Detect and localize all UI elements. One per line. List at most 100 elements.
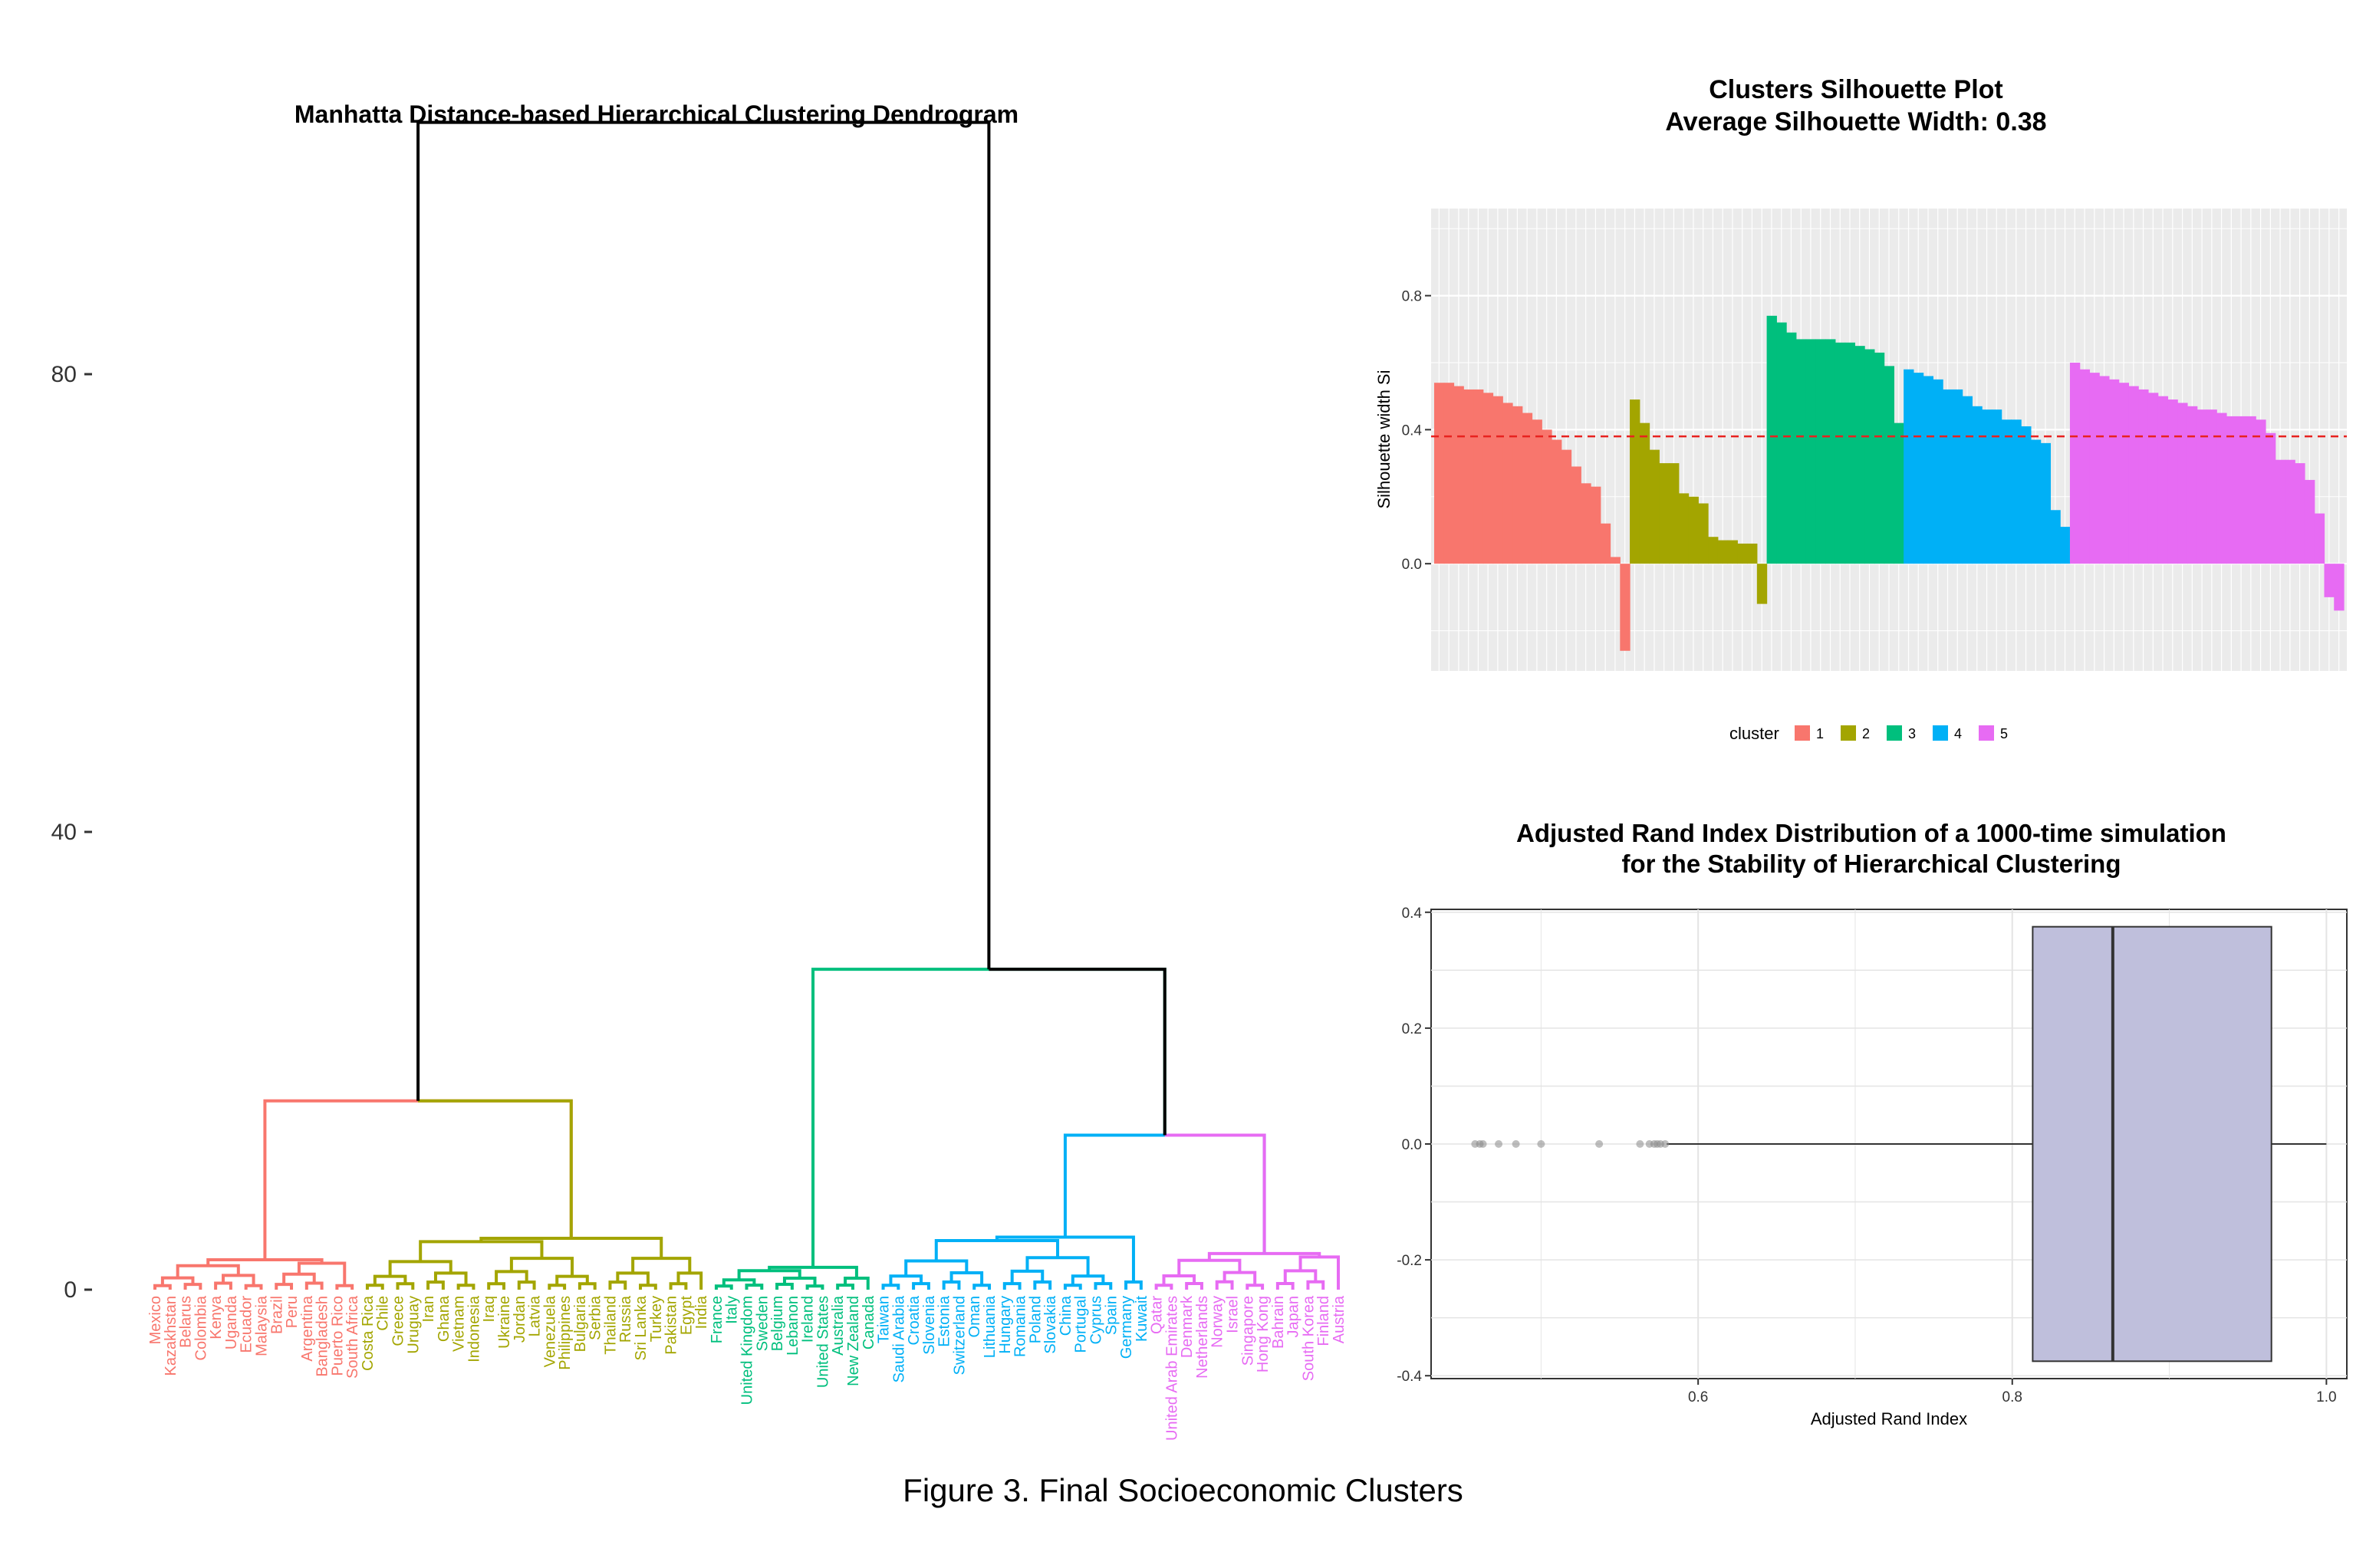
silhouette-bar	[2334, 564, 2345, 611]
legend-label: 5	[2000, 726, 2008, 741]
leaf-label: Iran	[420, 1296, 437, 1322]
silhouette-bar	[1913, 373, 1924, 564]
leaf-label: New Zealand	[845, 1296, 862, 1386]
dendrogram-link	[509, 1257, 574, 1277]
silhouette-bar	[2157, 396, 2169, 564]
dendrogram-link	[1283, 1269, 1318, 1284]
leaf-label: France	[709, 1296, 726, 1343]
dendrogram-link	[972, 1284, 992, 1290]
silhouette-bar	[1698, 503, 1709, 564]
leaf-label: India	[693, 1295, 710, 1329]
leaf-label: Uganda	[223, 1295, 240, 1349]
silhouette-bar	[1659, 463, 1670, 564]
leaf-label: Mexico	[147, 1296, 164, 1344]
silhouette-bar	[1600, 523, 1611, 564]
silhouette-bar	[1639, 422, 1650, 564]
silhouette-bar	[2079, 369, 2091, 564]
silhouette-bar	[2246, 416, 2256, 564]
dendrogram-link	[714, 1284, 733, 1290]
x-tick-label: 0.6	[1688, 1389, 1708, 1405]
dendrogram-link	[995, 1235, 1135, 1282]
dendrogram-link	[904, 1259, 969, 1277]
silhouette-bar	[2021, 426, 2032, 564]
silhouette-bar	[1473, 389, 1484, 564]
dendrogram-link	[416, 120, 991, 1101]
silhouette-bar	[2128, 386, 2139, 564]
silhouette-bar	[2060, 527, 2071, 564]
silhouette-bar	[1835, 342, 1846, 564]
dendrogram-link	[836, 1284, 854, 1290]
dendrogram-link	[639, 1284, 657, 1290]
dendrogram-link	[1185, 1281, 1203, 1290]
dendrogram-link	[669, 1282, 688, 1290]
dendrogram-link	[487, 1282, 505, 1290]
silhouette-bar	[1571, 466, 1581, 564]
silhouette-bar	[1776, 322, 1787, 564]
silhouette-bar	[1502, 403, 1513, 564]
silhouette-bar	[1844, 342, 1855, 564]
y-tick-label: 0.0	[1402, 557, 1422, 573]
dendrogram-link	[775, 1283, 794, 1290]
leaf-label: Japan	[1285, 1296, 1302, 1338]
leaf-label: Austria	[1331, 1295, 1348, 1343]
leaf-label: China	[1058, 1295, 1074, 1336]
leaf-label: Germany	[1118, 1296, 1135, 1359]
dendrogram-link	[949, 1271, 984, 1286]
dendrogram-link	[1246, 1284, 1265, 1290]
leaf-label: Jordan	[512, 1296, 528, 1343]
dendrogram-link	[297, 1261, 347, 1286]
dendrogram-link	[1124, 1280, 1143, 1290]
silhouette-bar	[1952, 389, 1963, 564]
leaf-label: Ghana	[436, 1295, 452, 1342]
ari-title: Adjusted Rand Index Distribution of a 10…	[1516, 819, 2226, 878]
dendrogram-link	[608, 1280, 627, 1290]
dendrogram-link	[722, 1278, 756, 1287]
leaf-label: Slovenia	[921, 1295, 938, 1355]
dendrogram-link	[989, 968, 1167, 1136]
silhouette-bar	[2147, 393, 2159, 564]
dendrogram-link	[222, 1274, 255, 1286]
silhouette-bar	[1542, 429, 1552, 564]
leaf-label: Sri Lanka	[633, 1295, 650, 1360]
silhouette-bar	[1434, 383, 1445, 564]
outlier-point	[1595, 1140, 1604, 1148]
silhouette-bar	[1717, 540, 1729, 564]
leaf-label: Kenya	[208, 1295, 225, 1340]
silhouette-bar	[1688, 496, 1699, 564]
leaf-label: Spain	[1103, 1296, 1120, 1335]
silhouette-bar	[1581, 483, 1591, 564]
y-tick-label: 0	[64, 1277, 77, 1303]
dendrogram-link	[1002, 1282, 1022, 1290]
dendrogram-link	[244, 1284, 263, 1290]
silhouette-bar	[1561, 449, 1572, 564]
leaf-label: Vietnam	[451, 1296, 468, 1352]
leaf-label: United Kingdom	[739, 1296, 756, 1405]
silhouette-title-line: Clusters Silhouette Plot	[1709, 75, 2003, 104]
leaf-label: Portugal	[1073, 1296, 1090, 1353]
dendrogram-link	[942, 1280, 961, 1290]
leaf-label: Pakistan	[663, 1296, 680, 1355]
y-tick-label: 40	[51, 820, 77, 845]
y-tick-label: 0.2	[1402, 1021, 1422, 1037]
silhouette-bar	[2050, 510, 2061, 564]
silhouette-bar	[1453, 386, 1464, 564]
leaf-label: Oman	[966, 1296, 983, 1337]
dendrogram-y-axis: 0 40 80	[51, 362, 92, 1303]
ari-boxplot-panel: Adjusted Rand Index Distribution of a 10…	[1397, 819, 2348, 1428]
silhouette-bar	[2206, 409, 2217, 564]
leaf-label: Finland	[1315, 1296, 1332, 1346]
silhouette-bar	[1669, 463, 1680, 564]
leaf-label: Ukraine	[496, 1296, 513, 1349]
leaf-label: Qatar	[1149, 1296, 1166, 1334]
outlier-point	[1661, 1140, 1670, 1148]
silhouette-bar	[1512, 406, 1523, 564]
dendrogram-link	[1275, 1281, 1295, 1290]
leaf-label: Canada	[861, 1295, 877, 1349]
silhouette-bar	[1864, 349, 1875, 564]
leaf-label: Russia	[617, 1295, 634, 1343]
legend-swatch	[1795, 725, 1810, 741]
legend-label: 2	[1862, 726, 1870, 741]
leaf-label: Argentina	[299, 1295, 316, 1361]
silhouette-bar	[2236, 416, 2247, 564]
